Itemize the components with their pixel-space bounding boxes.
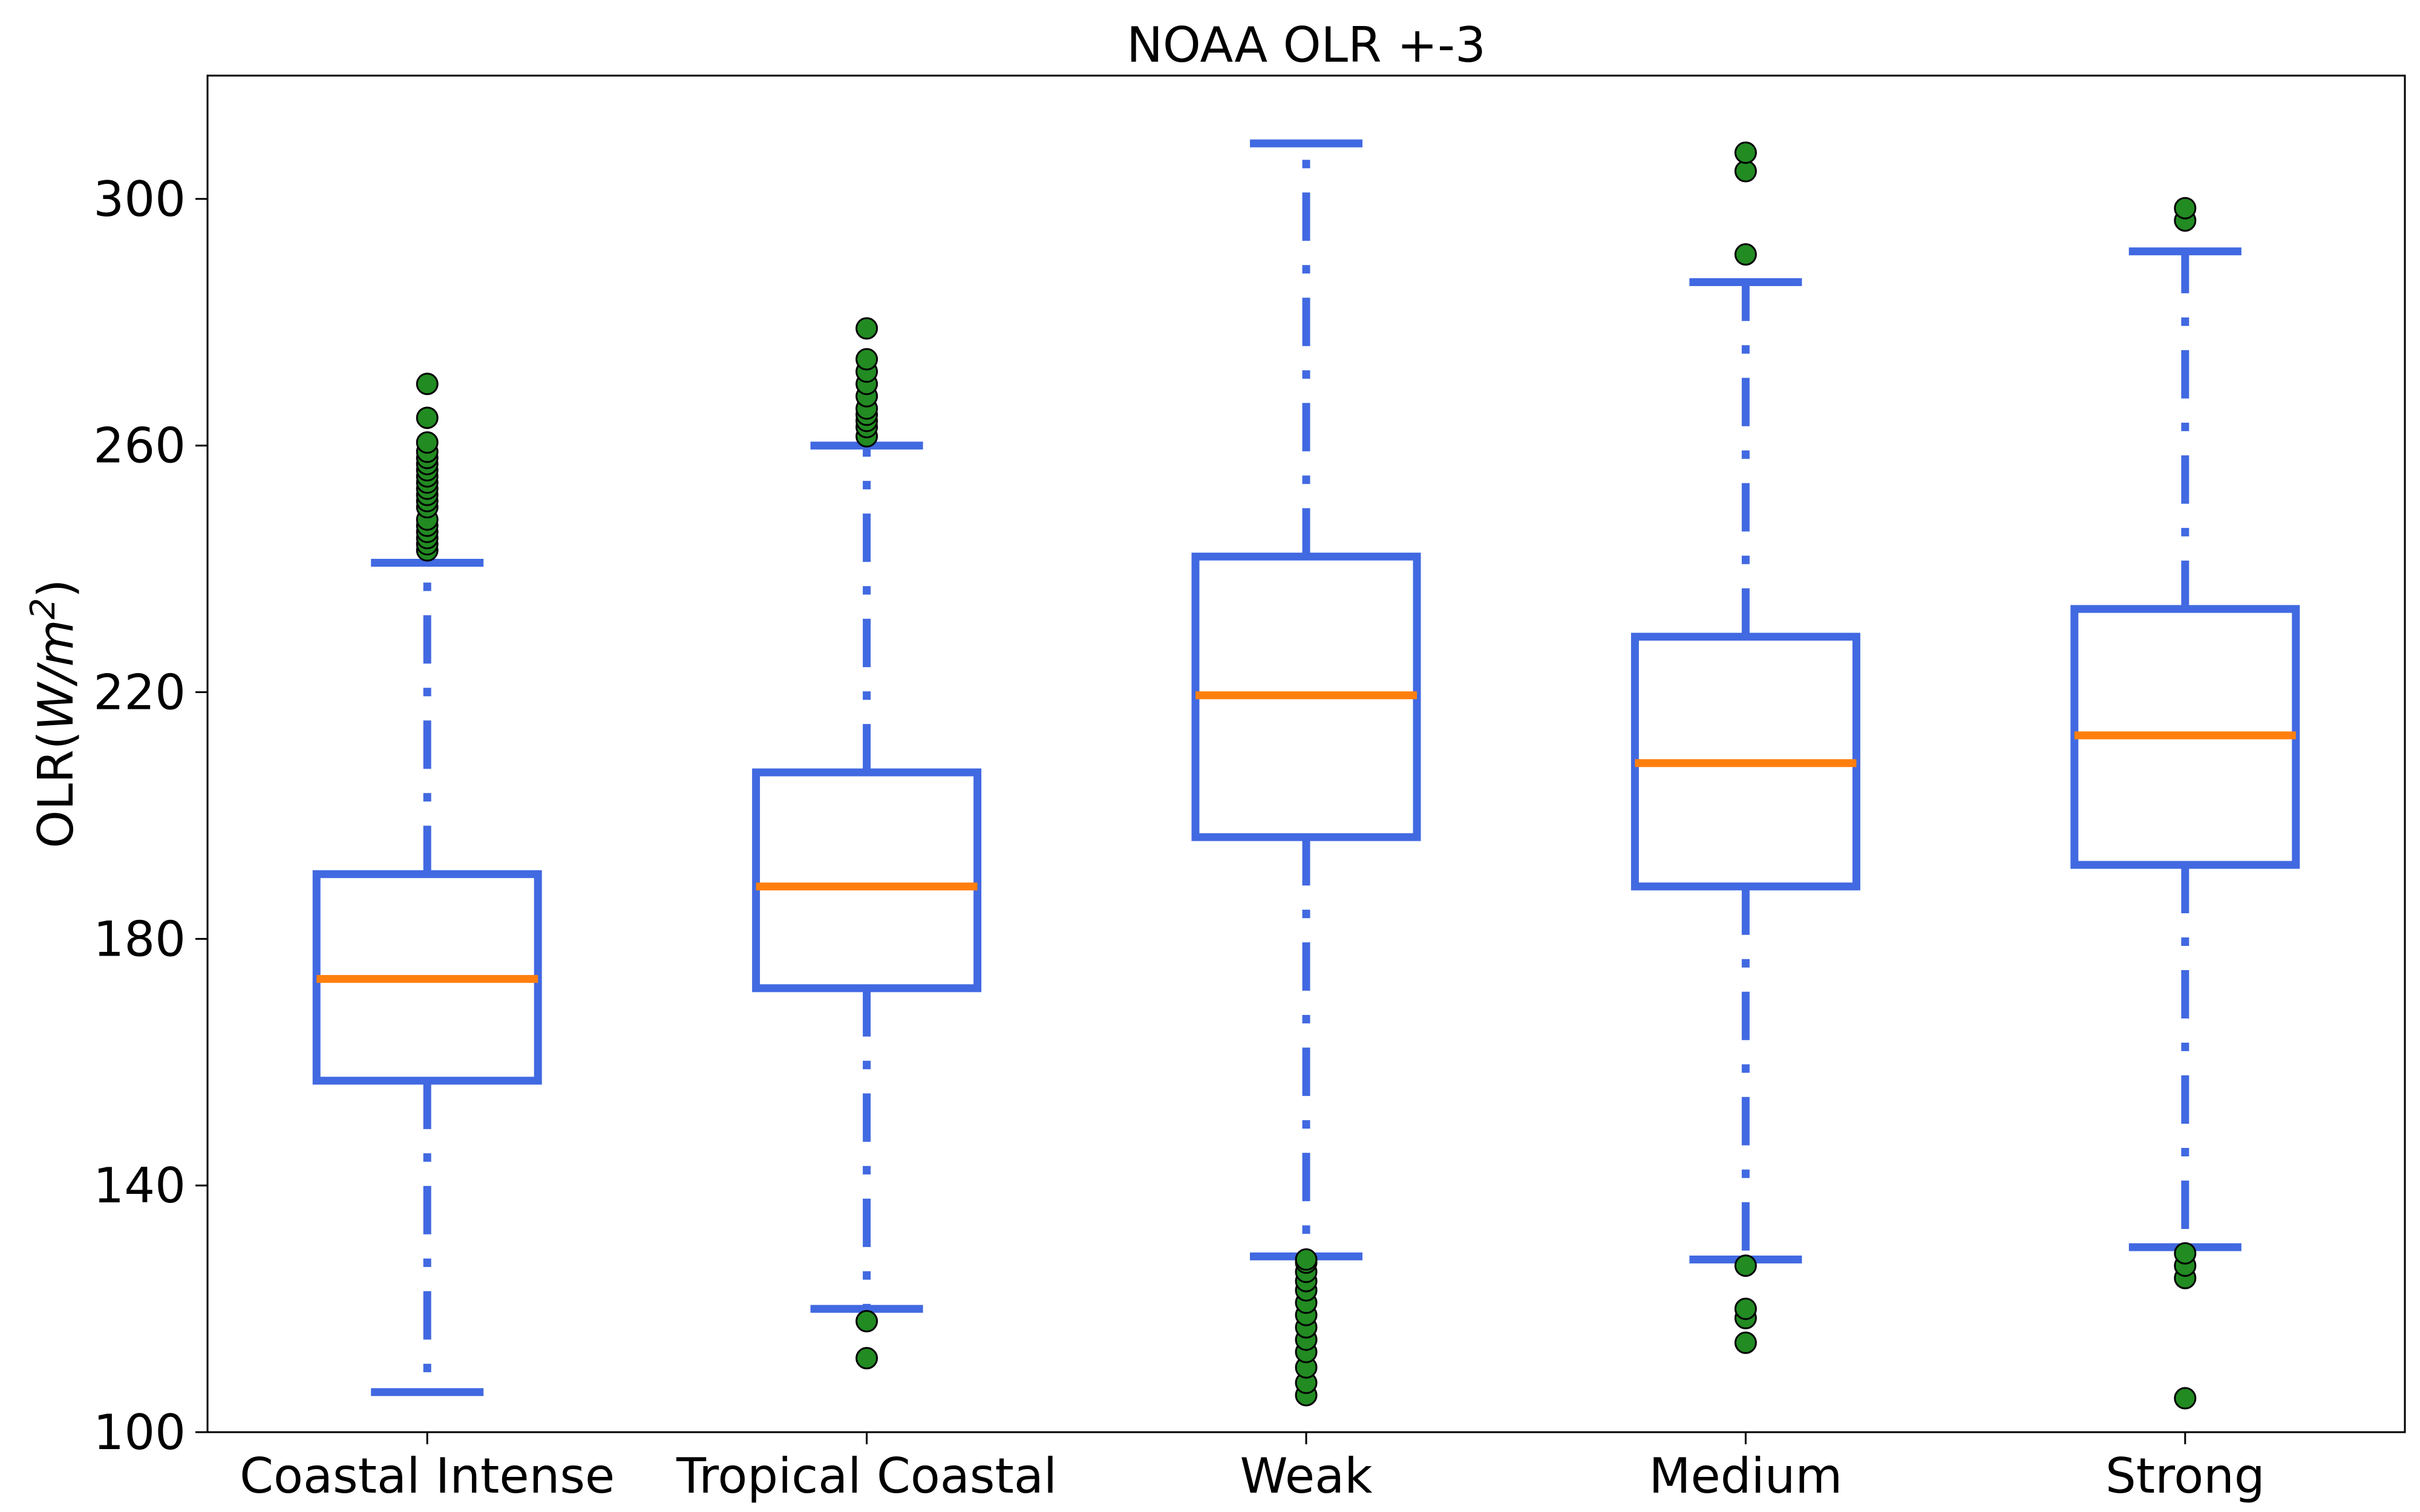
x-tick-label-weak: Weak [1240,1448,1373,1504]
x-tick-label-coastal-intense: Coastal Intense [240,1448,615,1504]
outlier-medium-0 [1734,1331,1757,1354]
outlier-medium-2 [1734,1297,1757,1320]
outlier-tropical-coastal-0 [855,1347,878,1370]
y-axis-label-unit: W/m [28,619,84,731]
outlier-strong-0 [2174,1387,2197,1410]
outlier-coastal-intense-16 [416,431,439,454]
y-tick-label-220: 220 [93,665,186,721]
x-tick-label-medium: Medium [1649,1448,1842,1504]
outlier-tropical-coastal-1 [855,1309,878,1332]
outlier-medium-3 [1734,1254,1757,1277]
outlier-weak-12 [1295,1248,1318,1271]
box-tropical-coastal [752,768,982,992]
y-axis-label-exponent: 2 [24,598,63,620]
outlier-coastal-intense-18 [416,373,439,396]
outlier-medium-6 [1734,141,1757,164]
y-tick-label-260: 260 [93,418,186,474]
y-axis-label: OLR(W/m2) [24,579,84,848]
outlier-tropical-coastal-11 [855,317,878,340]
outlier-medium-5 [1734,160,1757,183]
outlier-medium-4 [1734,243,1757,266]
x-tick-label-tropical-coastal: Tropical Coastal [676,1448,1057,1504]
y-axis-label-prefix: OLR( [28,731,84,848]
y-axis-label-suffix: ) [28,579,84,598]
chart-title: NOAA OLR +-3 [1127,17,1486,73]
y-tick-label-100: 100 [93,1404,186,1461]
outlier-strong-5 [2174,197,2197,220]
y-tick-label-300: 300 [93,171,186,227]
svg-text:OLR(W/m2): OLR(W/m2) [24,579,84,848]
plot-area: 100 140 180 220 260 300 Coastal Intense Tropica… [93,74,2406,1504]
x-tick-label-strong: Strong [2105,1448,2265,1504]
outlier-strong-3 [2174,1242,2197,1265]
y-tick-label-180: 180 [93,911,186,967]
outlier-coastal-intense-17 [416,406,439,429]
y-tick-label-140: 140 [93,1158,186,1214]
outlier-tropical-coastal-10 [855,348,878,371]
